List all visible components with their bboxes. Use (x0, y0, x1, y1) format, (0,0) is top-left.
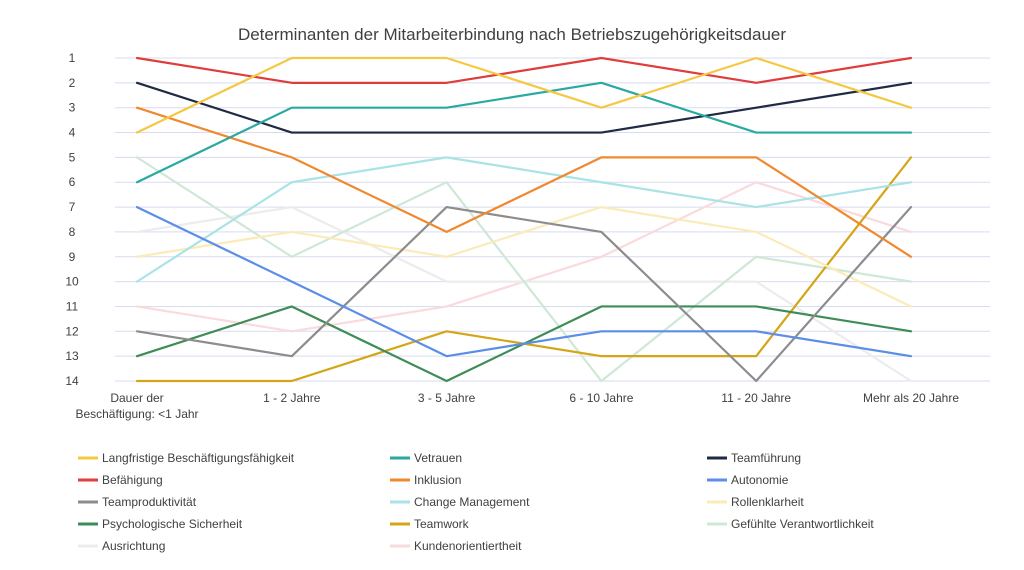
x-tick-label: Mehr als 20 Jahre (863, 391, 959, 405)
series-line (135, 106, 913, 258)
legend-label: Inklusion (414, 473, 461, 487)
legend-item: Teamwork (390, 517, 470, 531)
legend-label: Autonomie (731, 473, 789, 487)
series-line (135, 156, 913, 383)
legend-label: Befähigung (102, 473, 163, 487)
legend-label: Teamproduktivität (102, 495, 197, 509)
y-tick-label: 1 (69, 51, 76, 65)
y-tick-label: 8 (69, 225, 76, 239)
y-tick-label: 9 (69, 250, 76, 264)
series-lines (135, 56, 913, 383)
legend-item: Vetrauen (390, 451, 462, 465)
legend-label: Teamwork (414, 517, 470, 531)
legend-item: Rollenklarheit (707, 495, 804, 509)
series-line (135, 81, 913, 134)
series-line (135, 56, 913, 84)
x-tick-label: Dauer der Beschäftigung: <1 Jahr (75, 391, 198, 421)
y-tick-label: 7 (69, 200, 76, 214)
series-line (135, 156, 913, 383)
series-line (135, 205, 913, 308)
series-line (135, 205, 913, 383)
series-line (135, 205, 913, 358)
legend-label: Change Management (414, 495, 530, 509)
legend-label: Gefühlte Verantwortlichkeit (731, 517, 874, 531)
y-tick-label: 5 (69, 150, 76, 164)
legend-item: Teamproduktivität (78, 495, 197, 509)
legend-item: Gefühlte Verantwortlichkeit (707, 517, 874, 531)
series-line (135, 81, 913, 184)
legend-item: Change Management (390, 495, 530, 509)
y-tick-label: 13 (65, 349, 79, 363)
legend-label: Teamführung (731, 451, 801, 465)
legend-label: Kundenorientiertheit (414, 539, 522, 553)
x-tick-label: 6 - 10 Jahre (569, 391, 633, 405)
legend-item: Kundenorientiertheit (390, 539, 522, 553)
y-tick-label: 3 (69, 101, 76, 115)
legend-label: Rollenklarheit (731, 495, 804, 509)
y-tick-label: 12 (65, 324, 79, 338)
legend-item: Autonomie (707, 473, 789, 487)
y-tick-label: 4 (69, 126, 76, 140)
legend-item: Befähigung (78, 473, 163, 487)
x-tick-label: 11 - 20 Jahre (721, 391, 791, 405)
legend-label: Ausrichtung (102, 539, 165, 553)
series-line (135, 156, 913, 283)
y-tick-label: 6 (69, 175, 76, 189)
legend-item: Teamführung (707, 451, 801, 465)
chart-title: Determinanten der Mitarbeiterbindung nac… (238, 25, 786, 44)
legend-item: Langfristige Beschäftigungsfähigkeit (78, 451, 295, 465)
legend-item: Psychologische Sicherheit (78, 517, 243, 531)
legend-label: Langfristige Beschäftigungsfähigkeit (102, 451, 295, 465)
x-axis-ticks: Dauer der Beschäftigung: <1 Jahr 1 - 2 Jah… (75, 391, 959, 421)
y-tick-label: 14 (65, 374, 79, 388)
legend-label: Psychologische Sicherheit (102, 517, 243, 531)
legend: Langfristige Beschäftigungsfähigkeit Vetr… (78, 451, 874, 553)
y-tick-label: 10 (65, 275, 79, 289)
gridlines (115, 57, 990, 382)
y-tick-label: 2 (69, 76, 76, 90)
legend-label: Vetrauen (414, 451, 462, 465)
x-tick-label: 3 - 5 Jahre (418, 391, 476, 405)
x-tick-label: 1 - 2 Jahre (263, 391, 321, 405)
legend-item: Ausrichtung (78, 539, 165, 553)
legend-item: Inklusion (390, 473, 461, 487)
y-tick-label: 11 (66, 299, 79, 313)
series-line (135, 56, 913, 134)
